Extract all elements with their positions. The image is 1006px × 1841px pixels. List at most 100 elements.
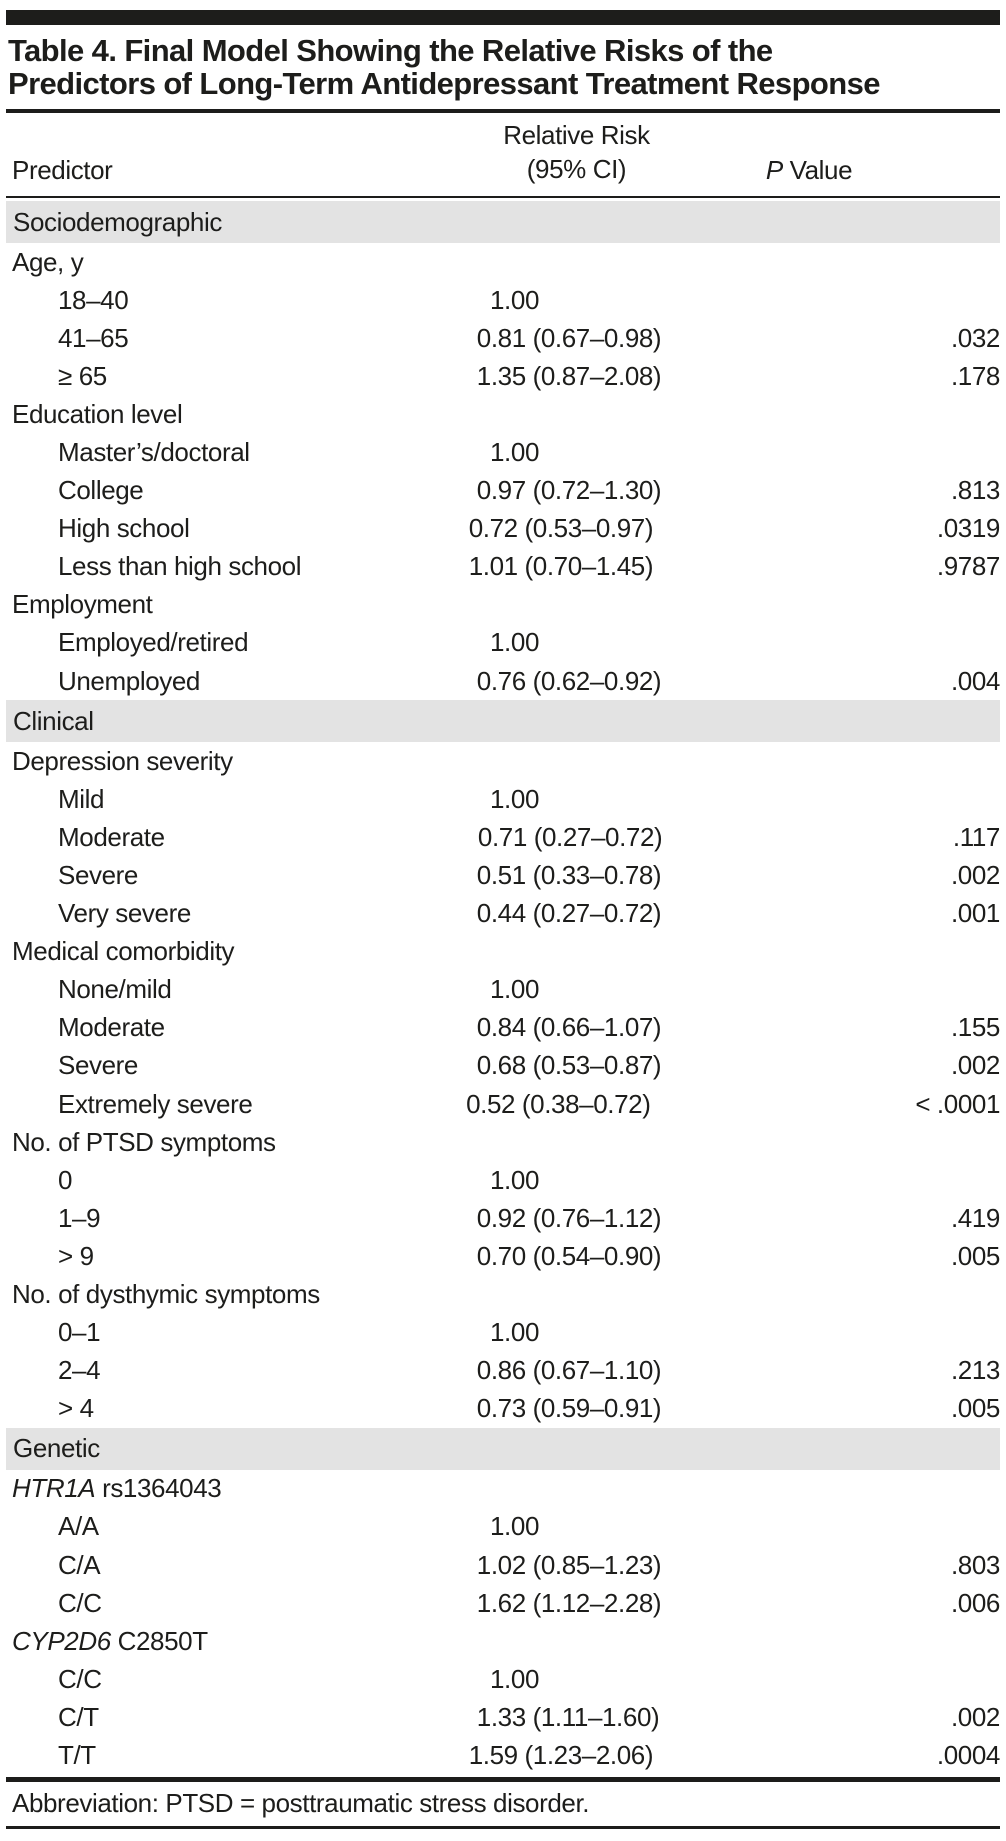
table-row: 41–65 0.81 (0.67–0.98) .032 [6, 319, 1000, 357]
relative-risk-cell: 1.62 (1.12–2.28) [476, 1587, 662, 1618]
footnote-rule-top [6, 1776, 1000, 1782]
predictor-cell: Age, y [12, 246, 84, 277]
predictor-cell: No. of PTSD symptoms [12, 1126, 276, 1157]
p-value-cell: .117 [952, 821, 1000, 852]
predictor-cell: Extremely severe [58, 1088, 253, 1119]
predictor-cell: C/C [58, 1663, 102, 1694]
predictor-cell: No. of dysthymic symptoms [12, 1278, 320, 1309]
table-row: T/T 1.59 (1.23–2.06) .0004 [6, 1736, 1000, 1774]
table-row: Age, y [6, 243, 1000, 281]
section-header-sociodemographic: Sociodemographic [6, 201, 1000, 243]
table-row: C/T 1.33 (1.11–1.60) .002 [6, 1698, 1000, 1736]
table-row: Employed/retired 1.00 [6, 624, 1000, 662]
table-row: Moderate 0.71 (0.27–0.72) .117 [6, 818, 1000, 856]
relative-risk-cell: 0.97 (0.72–1.30) [476, 475, 662, 506]
table-row: > 4 0.73 (0.59–0.91) .005 [6, 1390, 1000, 1428]
p-value-rest: Value [782, 155, 853, 185]
table-title-line2: Predictors of Long-Term Antidepressant T… [8, 66, 880, 101]
table-row: 2–4 0.86 (0.67–1.10) .213 [6, 1352, 1000, 1390]
predictor-cell: CYP2D6 C2850T [12, 1625, 208, 1656]
relative-risk-cell: 1.35 (0.87–2.08) [476, 360, 662, 391]
gene-name-italic: CYP2D6 [12, 1625, 111, 1656]
predictor-cell: Unemployed [58, 665, 200, 696]
table-row: Extremely severe 0.52 (0.38–0.72) < .0001 [6, 1085, 1000, 1123]
column-header-predictor: Predictor [12, 155, 113, 185]
table-row: Medical comorbidity [6, 933, 1000, 971]
column-header-relative-risk-line2: (95% CI) [526, 154, 627, 184]
predictor-cell: Moderate [58, 821, 165, 852]
table-row: Very severe 0.44 (0.27–0.72) .001 [6, 895, 1000, 933]
p-value-cell: .002 [950, 1050, 1000, 1081]
predictor-cell: Mild [58, 783, 105, 814]
table-title: Table 4. Final Model Showing the Relativ… [6, 34, 1000, 100]
table-row: Unemployed 0.76 (0.62–0.92) .004 [6, 662, 1000, 700]
table-row: 1–9 0.92 (0.76–1.12) .419 [6, 1199, 1000, 1237]
relative-risk-cell: 1.00 [490, 284, 540, 315]
p-value-cell: .419 [950, 1202, 1000, 1233]
relative-risk-cell: 0.72 (0.53–0.97) [468, 513, 654, 544]
relative-risk-cell: 1.59 (1.23–2.06) [468, 1740, 654, 1771]
predictor-cell: Less than high school [58, 551, 302, 582]
predictor-cell: A/A [58, 1511, 99, 1542]
relative-risk-cell: 1.00 [490, 974, 540, 1005]
table-row: Less than high school 1.01 (0.70–1.45) .97… [6, 548, 1000, 586]
table-row: None/mild 1.00 [6, 971, 1000, 1009]
p-value-cell: .006 [950, 1587, 1000, 1618]
p-value-cell: .813 [950, 475, 1000, 506]
table-row: Employment [6, 586, 1000, 624]
predictor-cell: Very severe [58, 898, 191, 929]
predictor-cell: Medical comorbidity [12, 936, 235, 967]
p-value-cell: .803 [950, 1549, 1000, 1580]
relative-risk-cell: 0.86 (0.67–1.10) [476, 1355, 662, 1386]
table-row: 0–1 1.00 [6, 1314, 1000, 1352]
footnote-rule-bottom [6, 1825, 1000, 1829]
p-value-cell: .002 [950, 1701, 1000, 1732]
section-header-clinical: Clinical [6, 700, 1000, 743]
p-value-cell: .178 [950, 360, 1000, 391]
table-row: A/A 1.00 [6, 1508, 1000, 1546]
table-row: No. of PTSD symptoms [6, 1123, 1000, 1161]
relative-risk-cell: 1.00 [490, 1511, 540, 1542]
table-row: C/C 1.00 [6, 1660, 1000, 1698]
table-title-line1: Table 4. Final Model Showing the Relativ… [8, 33, 773, 68]
top-bar-rule [6, 10, 1000, 25]
table-row: 0 1.00 [6, 1161, 1000, 1199]
relative-risk-cell: 0.52 (0.38–0.72) [466, 1088, 651, 1119]
table-row: Depression severity [6, 742, 1000, 780]
relative-risk-cell: 1.00 [490, 1663, 540, 1694]
table-row: C/A 1.02 (0.85–1.23) .803 [6, 1546, 1000, 1584]
predictor-cell: T/T [58, 1740, 96, 1771]
table-row: Master’s/doctoral 1.00 [6, 433, 1000, 471]
table-row: Severe 0.68 (0.53–0.87) .002 [6, 1047, 1000, 1085]
relative-risk-cell: 1.00 [490, 1164, 540, 1195]
p-value-cell: .032 [950, 322, 1000, 353]
predictor-cell: 1–9 [58, 1202, 101, 1233]
predictor-cell: 2–4 [58, 1355, 101, 1386]
header-rule [6, 196, 1000, 198]
table-row: High school 0.72 (0.53–0.97) .0319 [6, 510, 1000, 548]
table-row: Severe 0.51 (0.33–0.78) .002 [6, 856, 1000, 894]
p-value-cell: < .0001 [915, 1088, 1000, 1119]
predictor-cell: Master’s/doctoral [58, 437, 250, 468]
table-row: Education level [6, 395, 1000, 433]
predictor-cell: Education level [12, 398, 183, 429]
relative-risk-cell: 1.33 (1.11–1.60) [476, 1701, 660, 1732]
p-value-cell: .0319 [936, 513, 1000, 544]
predictor-cell: HTR1A rs1364043 [12, 1473, 222, 1504]
table-row: > 9 0.70 (0.54–0.90) .005 [6, 1237, 1000, 1275]
predictor-cell: Severe [58, 1050, 138, 1081]
predictor-cell: > 9 [58, 1240, 94, 1271]
relative-risk-cell: 0.84 (0.66–1.07) [476, 1012, 662, 1043]
table-body: Sociodemographic Age, y 18–40 1.00 41–65 0.81… [6, 201, 1000, 1775]
table-row: Mild 1.00 [6, 780, 1000, 818]
predictor-cell: 0 [58, 1164, 73, 1195]
p-value-cell: .002 [950, 859, 1000, 890]
predictor-cell: 41–65 [58, 322, 129, 353]
relative-risk-cell: 0.68 (0.53–0.87) [476, 1050, 662, 1081]
p-value-cell: .005 [950, 1240, 1000, 1271]
gene-name-italic: HTR1A [12, 1473, 96, 1504]
p-value-cell: .213 [950, 1355, 1000, 1386]
relative-risk-cell: 1.01 (0.70–1.45) [468, 551, 654, 582]
column-header-p-value: P Value [744, 155, 874, 186]
